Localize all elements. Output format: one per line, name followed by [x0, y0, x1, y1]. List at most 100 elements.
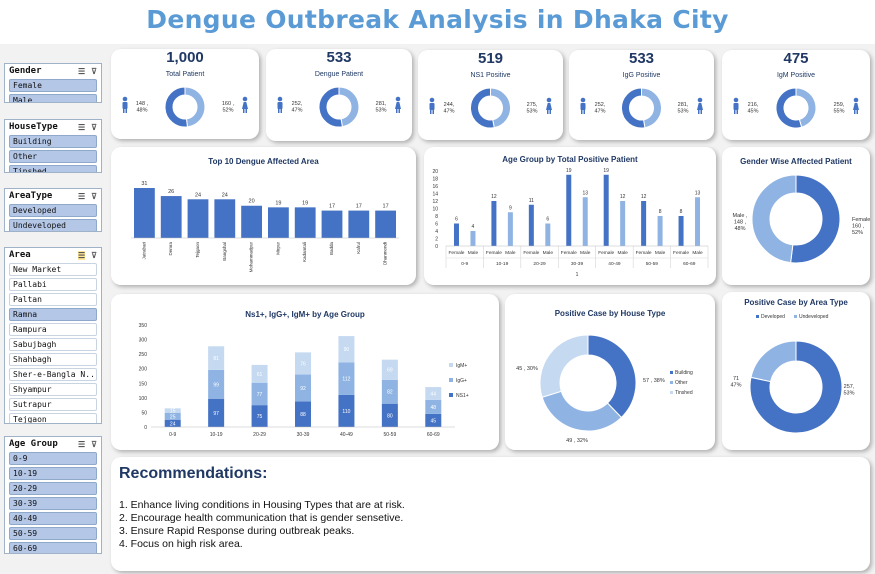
- recommendation-item: 1. Enhance living conditions in Housing …: [119, 499, 405, 511]
- bar-segment: [208, 369, 225, 399]
- kpi-card: 533 IgG Positive 252, 47% 281, 53%: [569, 50, 714, 140]
- kpi-card: 519 NS1 Positive 244, 47% 275, 53%: [418, 50, 563, 140]
- bar-segment: [251, 405, 268, 427]
- slicer-item-tinshed[interactable]: Tinshed: [9, 165, 97, 172]
- slicer-item-building[interactable]: Building: [9, 135, 97, 148]
- areatype-donut-chart: 257, 53% 71 47% Developed Undeveloped: [730, 314, 855, 434]
- slicer-item-developed[interactable]: Developed: [9, 204, 97, 217]
- male-data-label: Male , 148 , 48%: [733, 213, 748, 232]
- bar: [375, 210, 396, 238]
- tinshed-slice: [539, 334, 589, 398]
- male-person-icon: [122, 96, 128, 113]
- slicer-item-paltan[interactable]: Paltan: [9, 293, 97, 306]
- clear-filter-icon[interactable]: ⊽: [91, 250, 97, 260]
- subcategory-label: Female: [561, 250, 577, 256]
- female-person-icon: [546, 97, 552, 114]
- multi-select-icon[interactable]: ☰: [77, 439, 86, 449]
- slicer-item-pallabi[interactable]: Pallabi: [9, 278, 97, 291]
- bar: [321, 210, 343, 238]
- subcategory-label: Male: [468, 250, 479, 256]
- undeveloped-data-label: 71 47%: [730, 376, 741, 389]
- y-tick-label: 10: [432, 207, 438, 213]
- bar: [470, 231, 476, 246]
- bar: [507, 212, 513, 246]
- data-label: 15: [170, 409, 176, 415]
- kpi-gender-donut: 216, 45% 259, 55%: [733, 87, 859, 129]
- clear-filter-icon[interactable]: ⊽: [91, 439, 97, 449]
- bar-segment: [338, 362, 355, 395]
- female-slice: [790, 174, 841, 264]
- data-label: 110: [342, 409, 350, 415]
- multi-select-icon[interactable]: ☰: [77, 191, 86, 201]
- slicer-item-sabujbagh[interactable]: Sabujbagh: [9, 338, 97, 351]
- legend-swatch: [449, 393, 453, 397]
- data-label: 9: [509, 205, 512, 211]
- data-label: 11: [529, 198, 534, 204]
- female-data-label: 281, 53%: [677, 102, 688, 115]
- slicer-item-ramna[interactable]: Ramna: [9, 308, 97, 321]
- bar-segment: [381, 359, 398, 380]
- slicer-item-other[interactable]: Other: [9, 150, 97, 163]
- female-slice: [164, 86, 188, 128]
- top-areas-title: Top 10 Dengue Affected Area: [208, 157, 319, 166]
- category-label: 30-39: [297, 432, 310, 438]
- slicer-item-new-market[interactable]: New Market: [9, 263, 97, 276]
- bar-segment: [208, 398, 225, 427]
- building-data-label: 57 , 38%: [643, 378, 665, 384]
- data-label: 81: [213, 356, 219, 362]
- slicer-item-30-39[interactable]: 30-39: [9, 497, 97, 510]
- slicer-item-sher-e-bangla-n-[interactable]: Sher-e-Bangla N...: [9, 368, 97, 381]
- y-tick-label: 4: [435, 229, 438, 235]
- legend-swatch: [449, 363, 453, 367]
- recommendation-item: 4. Focus on high risk area.: [119, 538, 243, 550]
- multi-select-icon[interactable]: ☰: [77, 122, 86, 132]
- category-label: 20-29: [533, 261, 546, 267]
- subcategory-label: Female: [636, 250, 652, 256]
- female-person-icon: [697, 97, 703, 114]
- slicer-item-female[interactable]: Female: [9, 79, 97, 92]
- slicer-item-10-19[interactable]: 10-19: [9, 467, 97, 480]
- female-data-label: 281, 53%: [375, 101, 386, 114]
- gender-panel: Gender Wise Affected Patient Female ,160…: [722, 147, 870, 285]
- slicer-item-male[interactable]: Male: [9, 94, 97, 102]
- kpi-label: IgM Positive: [776, 72, 816, 79]
- data-label: 88: [300, 412, 306, 418]
- x-axis-footer: 1: [576, 272, 579, 278]
- clear-filter-icon[interactable]: ⊽: [91, 191, 97, 201]
- data-label: 26: [168, 189, 174, 195]
- slicer-item-20-29[interactable]: 20-29: [9, 482, 97, 495]
- slicer-item-60-69[interactable]: 60-69: [9, 542, 97, 553]
- kpi-card: 533 Dengue Patient 252, 47% 281, 53%: [266, 49, 412, 141]
- slicer-item-50-59[interactable]: 50-59: [9, 527, 97, 540]
- kpi-gender-donut: 252, 47% 281, 53%: [277, 86, 401, 128]
- slicer-item-shahbagh[interactable]: Shahbagh: [9, 353, 97, 366]
- legend-swatch: [670, 381, 673, 384]
- clear-filter-icon[interactable]: ⊽: [91, 122, 97, 132]
- bar-segment: [295, 374, 311, 402]
- bar-segment: [338, 336, 355, 363]
- slicer-item-undeveloped[interactable]: Undeveloped: [9, 219, 97, 231]
- bar-segment: [381, 403, 398, 427]
- bar: [545, 223, 551, 246]
- housetype-slicer-title: HouseType: [9, 122, 58, 132]
- slicer-item-0-9[interactable]: 0-9: [9, 452, 97, 465]
- clear-filter-icon[interactable]: ⊽: [91, 66, 97, 76]
- y-tick-label: 14: [432, 192, 438, 198]
- multi-select-icon[interactable]: ☰: [77, 66, 86, 76]
- bar: [620, 201, 626, 246]
- male-data-label: 252, 47%: [291, 101, 302, 114]
- male-slice: [338, 86, 360, 128]
- slicer-item-shyampur[interactable]: Shyampur: [9, 383, 97, 396]
- multi-select-icon[interactable]: ☰: [77, 250, 86, 260]
- slicer-item-sutrapur[interactable]: Sutrapur: [9, 398, 97, 411]
- y-tick-label: 100: [139, 396, 148, 402]
- subcategory-label: Male: [580, 250, 591, 256]
- female-slice: [621, 87, 646, 129]
- building-slice: [587, 334, 637, 419]
- area-slicer: Area ☰ ⊽ New Market Pallabi Paltan Ramna Rampu…: [4, 247, 102, 424]
- slicer-item-rampura[interactable]: Rampura: [9, 323, 97, 336]
- slicer-item-40-49[interactable]: 40-49: [9, 512, 97, 525]
- areatype-slicer-title: AreaType: [9, 191, 53, 201]
- subcategory-label: Male: [692, 250, 703, 256]
- slicer-item-tejgaon[interactable]: Tejgaon: [9, 413, 97, 423]
